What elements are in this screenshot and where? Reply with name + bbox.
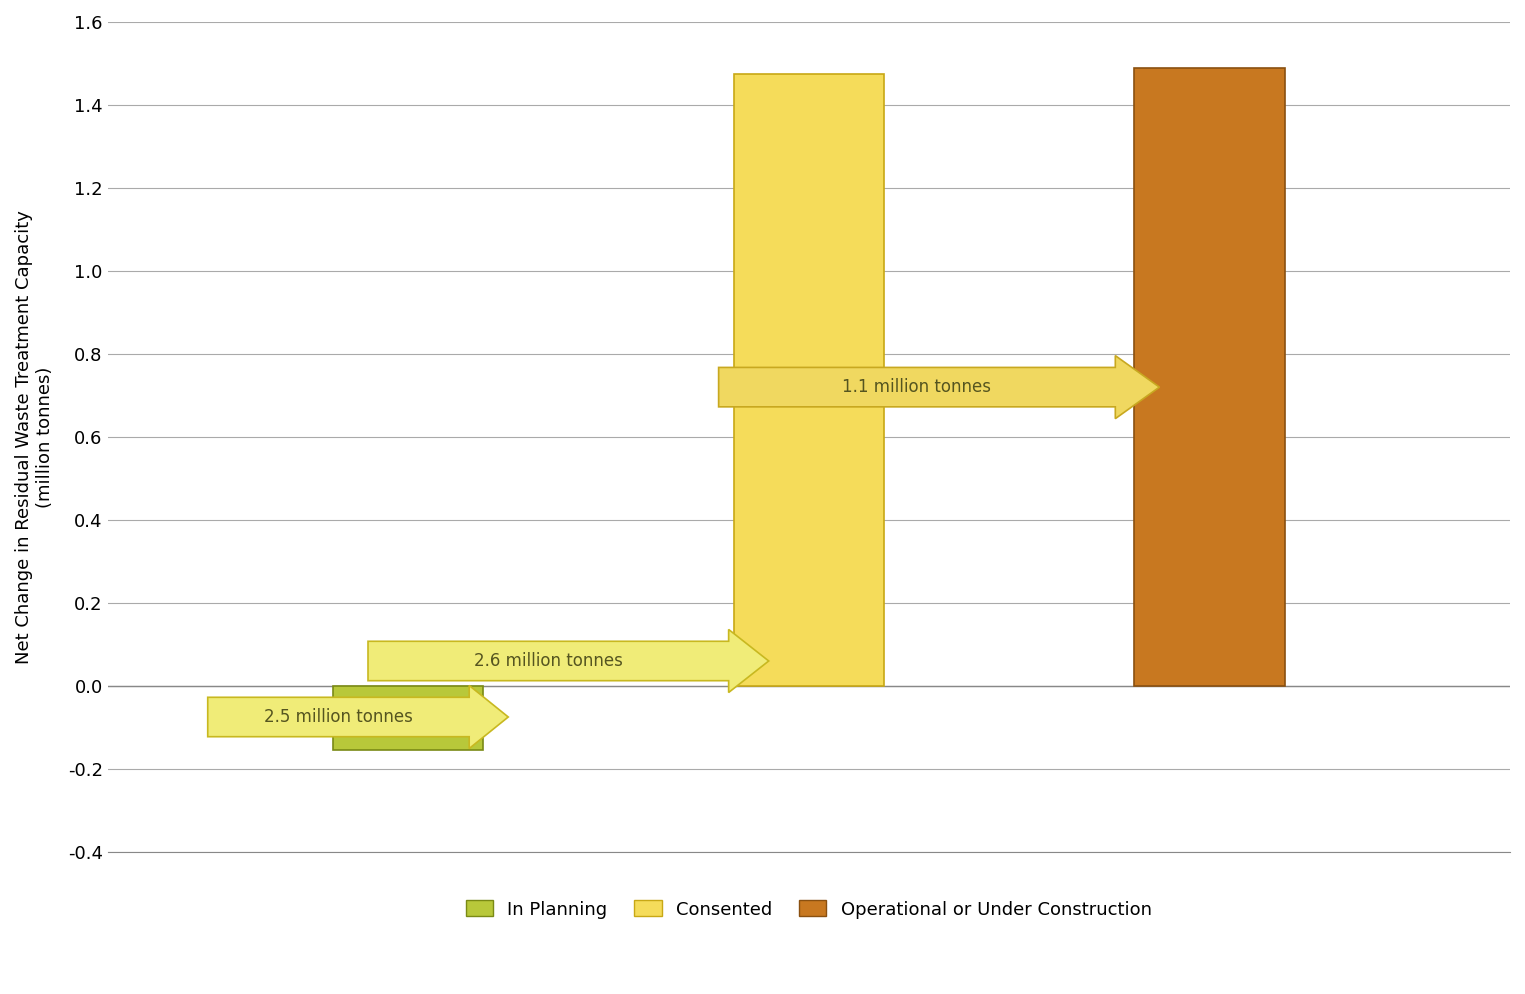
Y-axis label: Net Change in Residual Waste Treatment Capacity
(million tonnes): Net Change in Residual Waste Treatment C…: [15, 210, 53, 664]
Bar: [734, 74, 884, 686]
Legend: In Planning, Consented, Operational or Under Construction: In Planning, Consented, Operational or U…: [459, 893, 1159, 925]
Polygon shape: [718, 356, 1159, 418]
Bar: [1135, 68, 1284, 686]
Polygon shape: [207, 686, 508, 748]
Polygon shape: [368, 629, 769, 693]
Bar: [332, 686, 483, 750]
Text: 2.6 million tonnes: 2.6 million tonnes: [474, 652, 622, 670]
Text: 2.5 million tonnes: 2.5 million tonnes: [264, 708, 413, 726]
Text: 1.1 million tonnes: 1.1 million tonnes: [842, 378, 991, 397]
